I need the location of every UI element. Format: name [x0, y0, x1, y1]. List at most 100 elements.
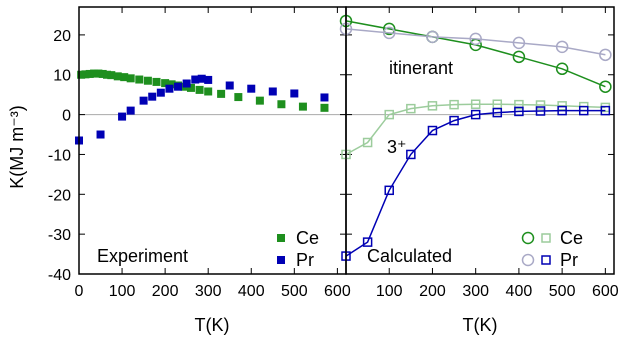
right-pr-itinerant-point [512, 36, 526, 50]
right-pr-3plus-point [406, 149, 416, 160]
y-axis-label: K(MJ m⁻³) [7, 105, 27, 188]
right-pr-3plus-point [384, 185, 394, 196]
right-ce-3plus-point [406, 103, 416, 114]
right-ce-itinerant-point [555, 62, 569, 76]
left-ce-point [143, 76, 152, 85]
right-x-tick-label: 100 [376, 283, 403, 300]
left-ce-point [120, 73, 129, 82]
left-pr-point [182, 79, 191, 88]
y-tick-label: 20 [53, 28, 71, 45]
legend-left-pr-marker [277, 256, 285, 264]
left-x-tick-label: 200 [152, 283, 179, 300]
calculated-label: Calculated [367, 246, 452, 266]
left-pr-point [197, 74, 206, 83]
right-ce-3plus-point [384, 109, 394, 120]
left-ce-point [77, 70, 86, 79]
left-ce-point [85, 69, 94, 78]
left-pr-point [320, 93, 329, 102]
left-x-tick-label: 400 [238, 283, 265, 300]
right-ce-3plus-point [427, 101, 438, 111]
right-pr-3plus-point [535, 106, 546, 116]
right-pr-itinerant-line [345, 28, 606, 56]
right-ce-3plus-line [345, 103, 606, 156]
left-ce-point [298, 102, 307, 111]
left-ce-point [204, 87, 213, 96]
right-pr-3plus-point [514, 106, 524, 117]
left-pr-point [191, 75, 200, 84]
left-pr-point [174, 82, 183, 91]
left-ce-point [126, 74, 135, 83]
left-x-tick-label: 500 [281, 283, 308, 300]
left-pr-point [165, 84, 174, 93]
left-pr-point [268, 87, 277, 96]
left-ce-point [217, 89, 226, 98]
left-x-tick-label: 0 [75, 283, 84, 300]
left-pr-point [126, 106, 135, 115]
left-ce-point [167, 80, 176, 89]
left-ce-point [320, 103, 329, 112]
right-pr-3plus-line [345, 109, 606, 257]
right-pr-3plus-point [470, 109, 481, 120]
left-ce-point [186, 83, 195, 92]
right-x-axis-label: T(K) [463, 315, 498, 335]
left-pr-point [204, 75, 213, 84]
left-pr-point [225, 81, 234, 90]
left-pr-point [139, 96, 148, 105]
left-ce-point [135, 75, 144, 84]
legend-right-ce-circle [521, 231, 535, 245]
y-tick-label: -40 [48, 267, 71, 284]
experiment-label: Experiment [97, 246, 188, 266]
right-ce-3plus-point [449, 99, 459, 110]
itinerant-label: itinerant [389, 58, 453, 78]
trivalent-label: 3⁺ [387, 137, 407, 157]
left-pr-point [148, 92, 157, 101]
left-ce-point [113, 72, 122, 81]
right-pr-3plus-point [427, 125, 438, 136]
left-ce-point [90, 69, 99, 78]
right-x-tick-label: 600 [592, 283, 619, 300]
right-ce-3plus-point [470, 99, 481, 109]
left-ce-point [161, 79, 170, 88]
left-ce-point [234, 93, 243, 102]
experiment-panel: 0 100 200 300 400 500 600 -40 -30 -20 -10 0 10 20 [48, 6, 351, 300]
y-tick-label: 0 [62, 108, 71, 125]
right-ce-3plus-point [362, 137, 373, 148]
right-x-tick-label: 500 [549, 283, 576, 300]
right-ce-itinerant-point [382, 22, 396, 36]
legend-right-ce-square [541, 233, 551, 243]
right-pr-3plus-point [600, 105, 611, 116]
right-pr-itinerant-point [426, 30, 439, 44]
legend-right-pr-circle [521, 253, 535, 267]
left-x-tick-label: 600 [324, 283, 351, 300]
legend-left-pr-label: Pr [296, 250, 314, 270]
right-pr-3plus-point [449, 115, 459, 126]
left-ce-point [195, 85, 204, 94]
right-pr-3plus-point [492, 107, 503, 118]
legend-right-ce-label: Ce [560, 228, 583, 248]
left-x-axis-label: T(K) [195, 315, 230, 335]
right-x-tick-label: 400 [506, 283, 533, 300]
left-x-tick-label: 100 [109, 283, 136, 300]
left-ce-point [102, 70, 111, 79]
right-pr-itinerant-point [382, 26, 396, 40]
right-ce-3plus-point [514, 99, 524, 110]
left-x-tick-label: 300 [195, 283, 222, 300]
left-ce-point [81, 70, 90, 79]
y-tick-label: -10 [48, 147, 71, 164]
legend-left-ce-marker [277, 234, 285, 242]
right-pr-3plus-point [362, 237, 373, 247]
legend-right-pr-square [541, 255, 551, 265]
right-ce-3plus-point [535, 100, 546, 110]
right-ce-itinerant-point [512, 50, 526, 64]
legend-right-pr-label: Pr [560, 250, 578, 270]
left-pr-point [96, 130, 105, 139]
left-ce-point [94, 69, 103, 78]
right-x-tick-label: 200 [419, 283, 446, 300]
right-pr-3plus-point [557, 105, 567, 116]
right-x-tick-label: 300 [462, 283, 489, 300]
y-tick-label: -20 [48, 187, 71, 204]
right-pr-itinerant-point [555, 40, 569, 54]
right-plot-frame [345, 6, 615, 275]
right-pr-itinerant-point [469, 32, 482, 46]
